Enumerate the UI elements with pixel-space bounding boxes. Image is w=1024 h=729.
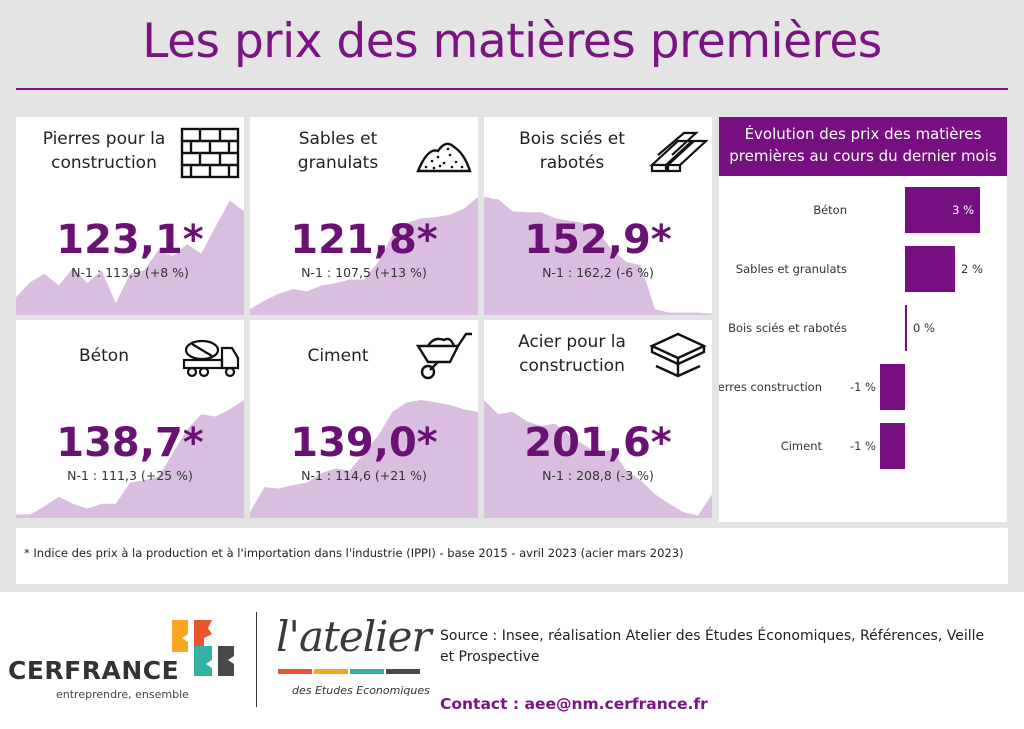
cerfrance-logo: CERFRANCE entreprendre, ensemble: [8, 616, 248, 701]
evolution-panel: Évolution des prix des matières première…: [719, 117, 1007, 522]
card-title: Béton: [79, 346, 129, 366]
atelier-stripes-icon: [278, 669, 420, 674]
card-title: Acier pour la construction: [518, 332, 626, 376]
bar-category-label: Pierres construction: [719, 380, 822, 394]
card-ciment: Ciment 139,0* N-1 : 114,6 (+21 %): [250, 320, 478, 518]
sand-pile-icon: [416, 142, 472, 173]
bar-category-label: Bois sciés et rabotés: [728, 321, 847, 335]
area-series: [16, 400, 244, 518]
card-title: Sables et granulats: [297, 129, 379, 173]
page-title: Les prix des matières premières: [142, 14, 882, 69]
area-chart-bois: [484, 197, 712, 315]
card-pierres: Pierres pour la construction 123,1* N-1 …: [16, 117, 244, 315]
footnote: * Indice des prix à la production et à l…: [24, 546, 684, 560]
footer-divider: [256, 612, 257, 707]
previous-year-value: N-1 : 107,5 (+13 %): [301, 265, 427, 280]
bar: [880, 423, 905, 469]
bar-value-label: -1 %: [850, 380, 876, 394]
index-value: 121,8*: [290, 217, 438, 263]
area-series: [484, 197, 712, 315]
cerfrance-heads-icon: [172, 620, 234, 676]
index-value: 201,6*: [524, 420, 672, 466]
title-divider: [16, 88, 1008, 90]
card-sables: Sables et granulats 121,8* N-1 : 107,5 (…: [250, 117, 478, 315]
card-bois: Bois sciés et rabotés 152,9* N-1 : 162,2…: [484, 117, 712, 315]
bar: [905, 187, 980, 233]
card-beton: Béton 138,7* N-1 : 111,3 (+25 %): [16, 320, 244, 518]
card-acier: Acier pour la construction 201,6* N-1 : …: [484, 320, 712, 518]
previous-year-value: N-1 : 208,8 (-3 %): [542, 468, 654, 483]
index-value: 123,1*: [56, 217, 204, 263]
area-series: [16, 200, 244, 315]
card-title: Pierres pour la construction: [42, 129, 166, 173]
brick-wall-icon: [180, 127, 240, 179]
bar-category-label: Sables et granulats: [736, 262, 847, 276]
previous-year-value: N-1 : 114,6 (+21 %): [301, 468, 427, 483]
footer: CERFRANCE entreprendre, ensemble l'ateli…: [0, 592, 1024, 729]
bar-value-label: 2 %: [961, 262, 983, 276]
concrete-mixer-truck-icon: [182, 339, 240, 378]
card-title: Ciment: [307, 346, 369, 366]
area-series: [250, 400, 478, 518]
wheelbarrow-icon: [415, 332, 472, 380]
atelier-subtitle: des Etudes Economiques: [292, 684, 430, 697]
contact-email[interactable]: Contact : aee@nm.cerfrance.fr: [440, 695, 708, 713]
bar-value-label: -1 %: [850, 439, 876, 453]
bar-value-label: 3 %: [952, 203, 974, 217]
atelier-logo-text: l'atelier: [276, 612, 432, 661]
area-chart-acier: [484, 400, 712, 518]
bar: [880, 364, 905, 410]
previous-year-value: N-1 : 111,3 (+25 %): [67, 468, 193, 483]
bar-value-label: 0 %: [913, 321, 935, 335]
index-value: 152,9*: [524, 217, 672, 263]
area-series: [484, 400, 712, 518]
index-value: 138,7*: [56, 420, 204, 466]
previous-year-value: N-1 : 113,9 (+8 %): [71, 265, 189, 280]
bar: [905, 246, 955, 292]
wood-planks-icon: [649, 131, 708, 173]
cerfrance-brand: CERFRANCE: [8, 656, 180, 685]
area-chart-beton: [16, 400, 244, 518]
evolution-bar-chart: Béton 3 % Sables et granulats 2 % Bois sciés…: [719, 187, 983, 469]
area-chart-sables: [250, 197, 478, 315]
steel-beam-icon: [649, 332, 707, 378]
evolution-title: Évolution des prix des matières première…: [719, 117, 1007, 176]
area-chart-ciment: [250, 400, 478, 518]
cerfrance-tagline: entreprendre, ensemble: [56, 688, 189, 701]
bar-category-label: Ciment: [781, 439, 823, 453]
source-text: Source : Insee, réalisation Atelier des …: [440, 628, 985, 665]
bar: [905, 305, 907, 351]
area-series: [250, 197, 478, 315]
area-chart-pierres: [16, 200, 244, 315]
index-value: 139,0*: [290, 420, 438, 466]
card-title: Bois sciés et rabotés: [519, 129, 625, 173]
footnote-box: * Indice des prix à la production et à l…: [16, 528, 1008, 584]
previous-year-value: N-1 : 162,2 (-6 %): [542, 265, 654, 280]
bar-category-label: Béton: [813, 203, 847, 217]
